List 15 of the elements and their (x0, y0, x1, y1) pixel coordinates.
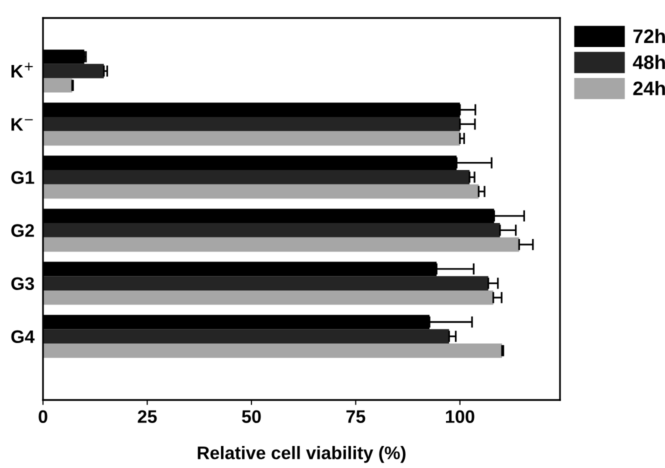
y-tick-label: K$^{−}$ (12, 118, 33, 131)
y-tick-label: K$^{+}$ (12, 62, 33, 78)
y-tick-label: G3 (11, 277, 34, 290)
legend-label: 72h (633, 28, 665, 43)
x-tick-label: 100 (446, 410, 474, 423)
y-tick-label: G1 (11, 171, 34, 184)
x-tick-label: 50 (242, 410, 261, 423)
x-tick-label: 75 (346, 410, 366, 423)
x-axis-title: Relative cell viability (%) (198, 446, 406, 463)
y-tick-label: G4 (11, 330, 35, 344)
x-tick-label: 0 (38, 410, 48, 423)
x-tick-label: 25 (138, 410, 157, 423)
legend-label: 24h (633, 80, 665, 96)
y-tick-label: G2 (11, 224, 34, 237)
legend-label: 48h (632, 54, 665, 70)
